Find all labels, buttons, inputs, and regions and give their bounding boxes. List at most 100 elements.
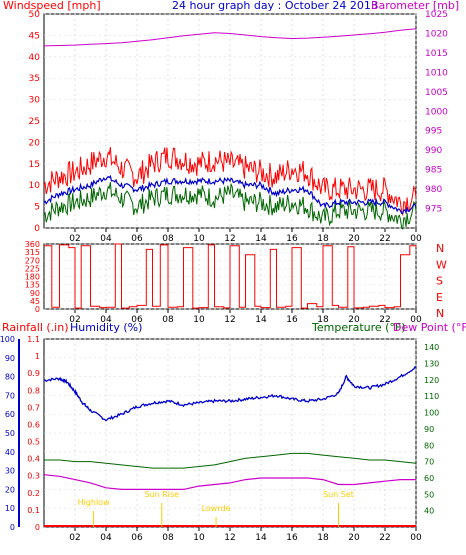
top-xtick-label: 20	[348, 234, 360, 244]
humidity-tick-label: 40	[5, 448, 15, 457]
rainfall-tick-label: 0.5	[27, 438, 40, 447]
direction-tick-label: 315	[25, 248, 40, 257]
wind-direction-line	[44, 243, 417, 309]
barometer-tick-label: 980	[425, 185, 442, 195]
windspeed-axis-label: Windspeed [mph]	[3, 0, 101, 12]
top-xtick-label: 02	[69, 234, 80, 244]
temperature-tick-label: 50	[424, 490, 434, 499]
bottom-xtick-label: 08	[162, 533, 174, 543]
rainfall-tick-label: 1.1	[27, 335, 40, 344]
bottom-xtick-label: 12	[224, 533, 235, 543]
humidity-tick-label: 30	[5, 467, 15, 476]
humidity-tick-label: 20	[5, 485, 15, 494]
barometer-tick-label: 1000	[425, 107, 448, 117]
direction-tick-label: 270	[25, 256, 40, 265]
temperature-tick-label: 110	[424, 392, 439, 401]
direction-tick-label: 360	[25, 240, 40, 249]
compass-letter: W	[436, 258, 447, 271]
humidity-tick-label: 90	[5, 354, 15, 363]
dewpoint-axis-label: Dew Point (°F)	[393, 321, 466, 334]
top-xtick-label: 10	[193, 234, 205, 244]
bottom-xtick-label: 02	[69, 533, 80, 543]
humidity-line	[43, 366, 417, 422]
barometer-tick-label: 1005	[425, 88, 448, 98]
temperature-tick-label: 60	[424, 474, 434, 483]
top-xtick-label: 06	[131, 234, 143, 244]
compass-letter: S	[436, 275, 443, 288]
humidity-tick-label: 0	[10, 523, 15, 532]
windspeed-tick-label: 20	[29, 138, 41, 148]
windspeed-tick-label: 45	[29, 31, 40, 41]
windspeed-tick-label: 30	[29, 96, 41, 106]
direction-tick-label: 45	[30, 297, 40, 306]
direction-tick-label: 0	[35, 305, 40, 314]
top-xtick-label: 18	[317, 234, 329, 244]
windspeed-tick-label: 25	[29, 117, 40, 127]
barometer-tick-label: 995	[425, 127, 442, 137]
bottom-xtick-label: 20	[348, 533, 360, 543]
direction-tick-label: 180	[25, 273, 40, 282]
chart-title: 24 hour graph day : October 24 2013	[172, 0, 378, 12]
annotation-label: Sun Rise	[144, 490, 179, 499]
top-xtick-label: 12	[224, 234, 235, 244]
dir-xtick-label: 04	[100, 315, 112, 325]
rainfall-tick-label: 0.1	[27, 506, 40, 515]
annotation-label: Sun Set	[323, 490, 354, 499]
rainfall-tick-label: 0.8	[27, 386, 40, 395]
barometer-tick-label: 990	[425, 146, 442, 156]
windspeed-tick-label: 0	[34, 224, 40, 234]
dir-xtick-label: 16	[286, 315, 298, 325]
temperature-line	[44, 452, 417, 469]
top-xtick-label: 00	[410, 234, 422, 244]
compass-letter: N	[436, 242, 444, 255]
barometer-tick-label: 985	[425, 166, 442, 176]
rainfall-tick-label: 0.9	[27, 369, 40, 378]
rainfall-axis-label: Rainfall (.in)	[2, 321, 69, 334]
bottom-xtick-label: 18	[317, 533, 329, 543]
windspeed-tick-label: 15	[29, 160, 40, 170]
dewpoint-line	[43, 474, 416, 490]
direction-tick-label: 225	[25, 264, 40, 273]
gust-line	[43, 182, 417, 231]
windspeed-tick-label: 10	[29, 181, 41, 191]
bottom-xtick-label: 06	[131, 533, 143, 543]
dir-xtick-label: 06	[131, 315, 143, 325]
compass-letter: N	[436, 307, 444, 320]
bottom-xtick-label: 14	[255, 533, 267, 543]
dir-xtick-label: 02	[69, 315, 80, 325]
humidity-tick-label: 60	[5, 410, 15, 419]
barometer-line	[43, 28, 417, 47]
temperature-tick-label: 130	[424, 360, 439, 369]
direction-tick-label: 135	[25, 281, 40, 290]
bottom-xtick-label: 16	[286, 533, 298, 543]
bottom-xtick-label: 00	[410, 533, 422, 543]
annotation-label: Highlow	[78, 498, 111, 507]
windspeed-tick-label: 35	[29, 74, 40, 84]
humidity-tick-label: 80	[5, 373, 15, 382]
series-layer	[43, 28, 417, 527]
barometer-tick-label: 1025	[425, 10, 448, 20]
rainfall-tick-label: 0.6	[27, 420, 40, 429]
bottom-xtick-label: 22	[379, 533, 390, 543]
rainfall-tick-label: 0	[35, 523, 40, 532]
barometer-axis-label: Barometer [mb]	[371, 0, 459, 12]
humidity-tick-label: 70	[5, 391, 15, 400]
windspeed-tick-label: 5	[34, 203, 40, 213]
rainfall-tick-label: 0.4	[27, 455, 40, 464]
annotations: Highlow Sun Rise Lowrde Sun Set	[78, 490, 354, 527]
temperature-axis-label: Temperature (°F)	[311, 321, 406, 334]
top-xtick-label: 14	[255, 234, 267, 244]
barometer-tick-label: 975	[425, 205, 442, 215]
dir-xtick-label: 08	[162, 315, 174, 325]
top-xtick-label: 22	[379, 234, 390, 244]
dir-xtick-label: 22	[379, 315, 390, 325]
dir-xtick-label: 18	[317, 315, 329, 325]
temperature-tick-label: 70	[424, 458, 434, 467]
compass-letter: E	[436, 291, 443, 304]
windspeed-tick-label: 50	[29, 10, 41, 20]
dir-xtick-label: 14	[255, 315, 267, 325]
